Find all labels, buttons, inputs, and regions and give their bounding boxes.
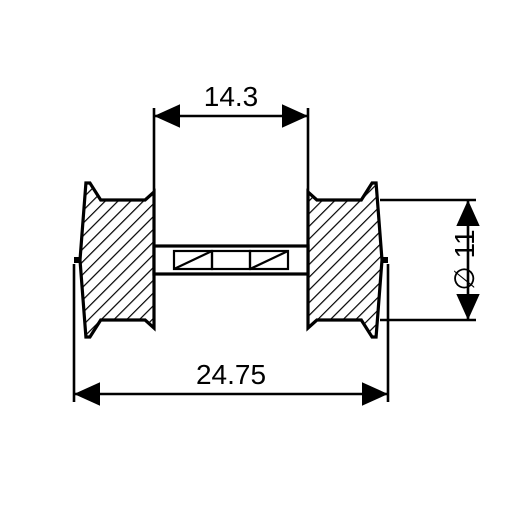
wheel-right xyxy=(308,183,382,337)
axle-end-left xyxy=(74,257,80,263)
axle-end-right xyxy=(382,257,388,263)
wheel-left xyxy=(80,183,154,337)
dim-text-diameter: ∅ 11 xyxy=(449,229,480,290)
dim-text-gauge: 14.3 xyxy=(204,81,259,112)
dim-text-overall: 24.75 xyxy=(196,359,266,390)
